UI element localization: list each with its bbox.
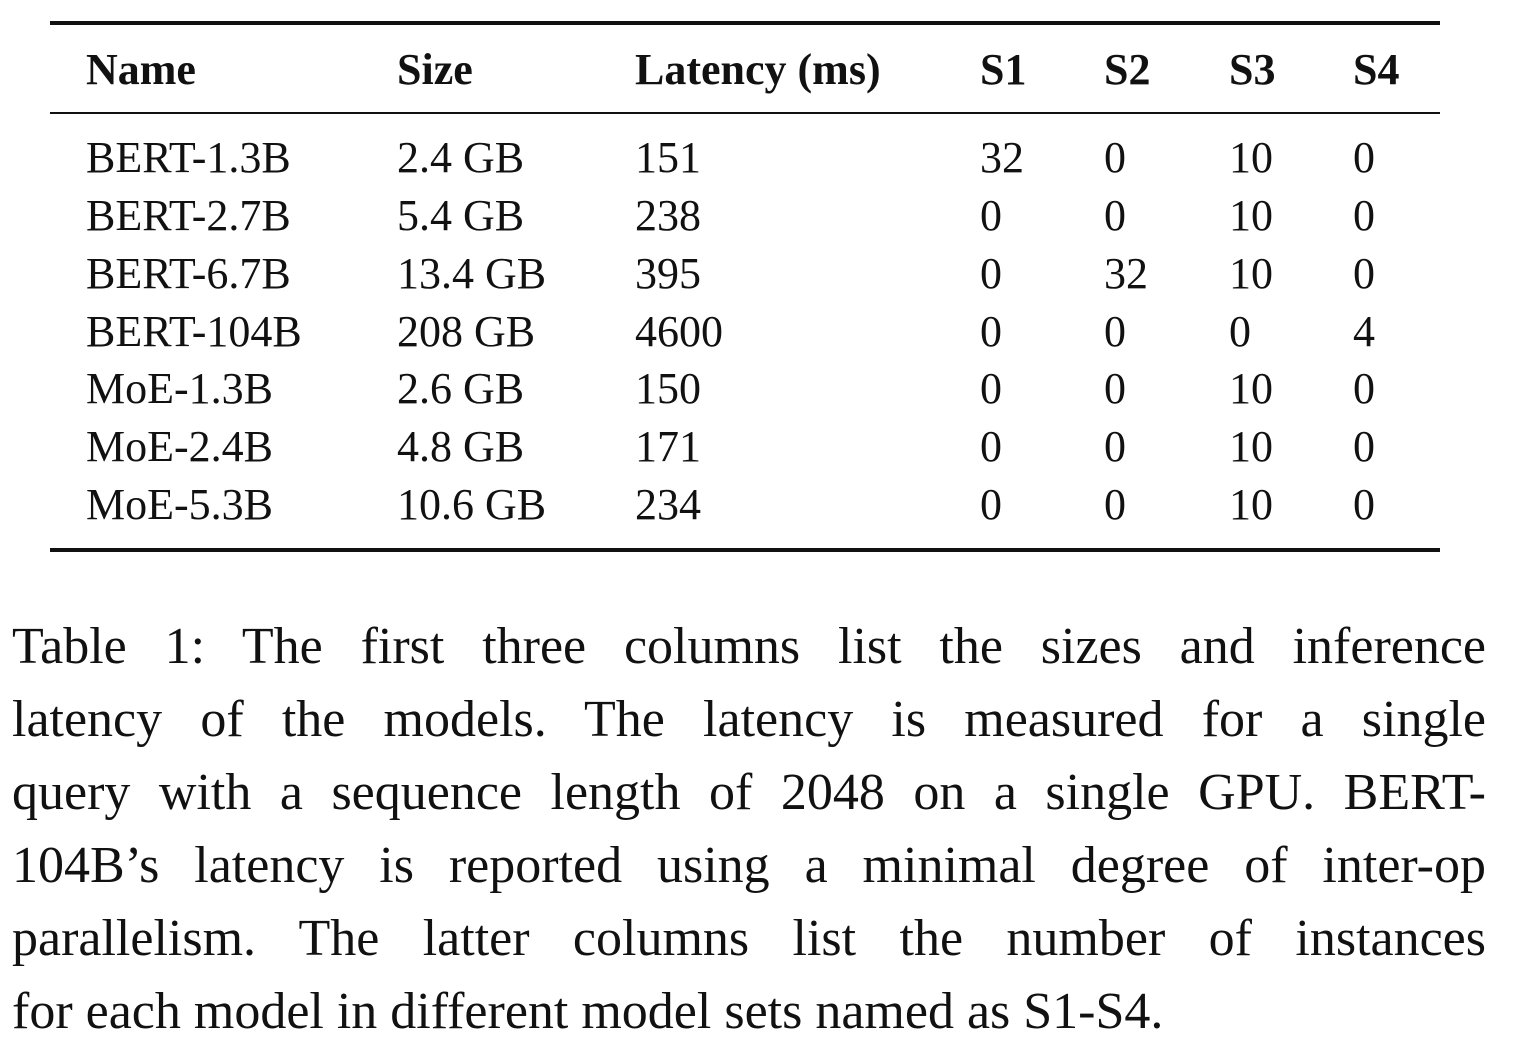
header-cell: Latency (ms) — [635, 45, 881, 94]
table-cell: 150 — [635, 364, 701, 413]
table-cell: 10 — [1229, 133, 1273, 182]
table-cell: BERT-1.3B — [86, 133, 291, 182]
table-cell: 10.6 GB — [397, 480, 547, 529]
table-cell: 238 — [635, 191, 701, 240]
table-cell: 234 — [635, 480, 701, 529]
table-cell: 5.4 GB — [397, 191, 525, 240]
caption-line: Table 1: The first three columns list th… — [12, 618, 1486, 675]
table-cell: 0 — [1104, 191, 1126, 240]
caption-line: 104B’s latency is reported using a minim… — [12, 837, 1486, 894]
header-cell: Size — [397, 45, 473, 94]
table-cell: BERT-2.7B — [86, 191, 291, 240]
table-cell: 4.8 GB — [397, 422, 525, 471]
table-cell: 0 — [1353, 422, 1375, 471]
table-cell: BERT-104B — [86, 307, 302, 356]
table-cell: 10 — [1229, 191, 1273, 240]
caption-line: for each model in different model sets n… — [12, 983, 1164, 1040]
table-cell: 13.4 GB — [397, 249, 547, 298]
header-cell: S1 — [980, 45, 1027, 94]
table-cell: 0 — [980, 191, 1002, 240]
mid-rule — [50, 112, 1440, 114]
table-cell: BERT-6.7B — [86, 249, 291, 298]
header-cell: S2 — [1104, 45, 1151, 94]
table-cell: 151 — [635, 133, 701, 182]
table-cell: 0 — [980, 364, 1002, 413]
table-cell: 0 — [980, 480, 1002, 529]
header-cell: S4 — [1353, 45, 1400, 94]
table-cell: 32 — [980, 133, 1024, 182]
table-cell: 2.4 GB — [397, 133, 525, 182]
table-cell: 0 — [1353, 364, 1375, 413]
table-cell: 10 — [1229, 249, 1273, 298]
table-cell: 0 — [980, 422, 1002, 471]
table-cell: MoE-1.3B — [86, 364, 273, 413]
table-cell: 0 — [980, 249, 1002, 298]
table-cell: 395 — [635, 249, 701, 298]
table-cell: MoE-2.4B — [86, 422, 273, 471]
table-cell: 0 — [1353, 249, 1375, 298]
table-cell: 0 — [1104, 364, 1126, 413]
table-cell: 0 — [1353, 191, 1375, 240]
header-cell: Name — [86, 45, 196, 94]
table-cell: 4 — [1353, 307, 1375, 356]
table-cell: 0 — [1104, 133, 1126, 182]
table-cell: 208 GB — [397, 307, 536, 356]
table-cell: 0 — [1104, 480, 1126, 529]
table-cell: 0 — [1104, 422, 1126, 471]
table-cell: 32 — [1104, 249, 1148, 298]
table-cell: 10 — [1229, 422, 1273, 471]
table-cell: 0 — [1229, 307, 1251, 356]
table-cell: 10 — [1229, 364, 1273, 413]
top-rule — [50, 21, 1440, 25]
caption-line: parallelism. The latter columns list the… — [12, 910, 1486, 967]
table-cell: 171 — [635, 422, 701, 471]
table-cell: 10 — [1229, 480, 1273, 529]
table-cell: 2.6 GB — [397, 364, 525, 413]
table-cell: MoE-5.3B — [86, 480, 273, 529]
table-cell: 0 — [1353, 480, 1375, 529]
bottom-rule — [50, 548, 1440, 552]
caption-line: latency of the models. The latency is me… — [12, 691, 1486, 748]
caption-line: query with a sequence length of 2048 on … — [12, 764, 1486, 821]
table-cell: 0 — [1104, 307, 1126, 356]
header-cell: S3 — [1229, 45, 1276, 94]
table-cell: 4600 — [635, 307, 723, 356]
table-cell: 0 — [1353, 133, 1375, 182]
table-cell: 0 — [980, 307, 1002, 356]
